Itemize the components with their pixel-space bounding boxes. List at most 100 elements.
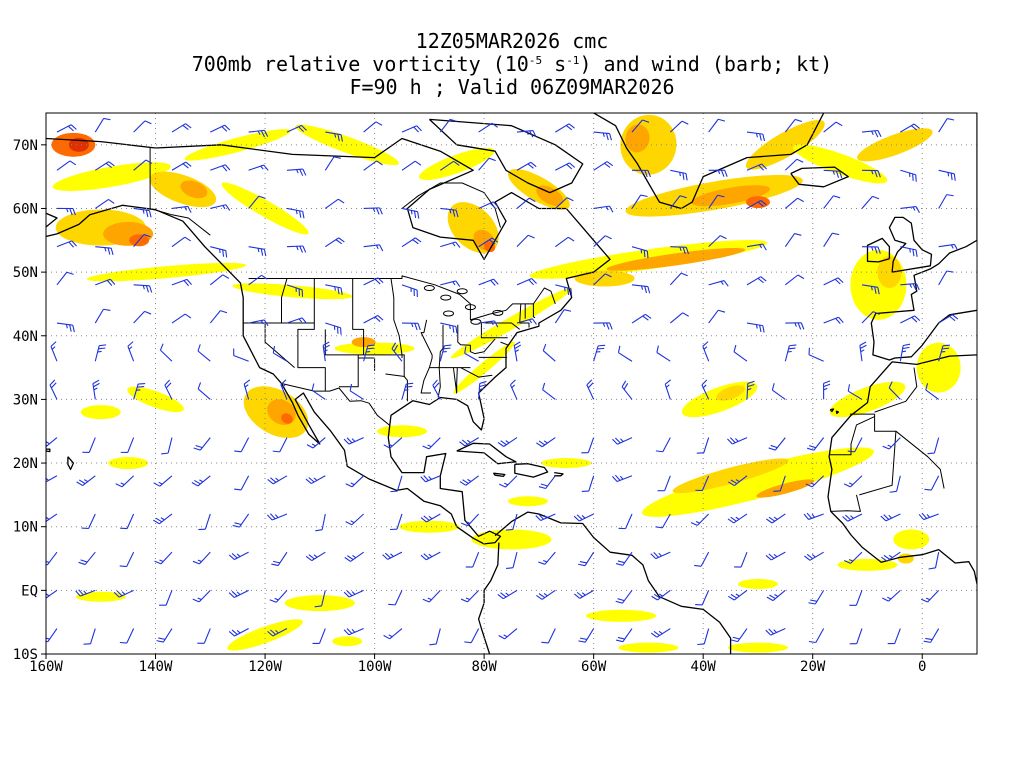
wind-barb: [420, 475, 441, 483]
wind-barb: [154, 551, 173, 565]
wind-barb: [478, 278, 499, 286]
wind-barb: [768, 437, 786, 451]
wind-barb: [593, 344, 606, 362]
wind-barb: [197, 628, 211, 644]
wind-barb: [573, 513, 594, 522]
wind-barb: [324, 198, 345, 209]
lon-tick-label: 80W: [471, 659, 497, 675]
latitude-axis: 70N 60N 50N 40N 30N 20N 10N EQ 10S: [13, 138, 46, 663]
wind-barb: [133, 382, 146, 400]
wind-barb: [631, 313, 652, 324]
wind-barb: [766, 513, 786, 524]
wind-barb: [823, 169, 843, 179]
wind-barb: [849, 590, 863, 606]
wind-barb: [923, 628, 940, 643]
wind-barb: [555, 284, 573, 296]
wind-barb: [133, 233, 151, 248]
wind-barb: [78, 551, 96, 566]
lat-tick-label: 60N: [13, 201, 38, 217]
wind-barb: [440, 322, 458, 334]
wind-barb: [803, 512, 824, 520]
wind-barb: [286, 245, 307, 253]
wind-barb: [286, 317, 307, 324]
wind-barb: [389, 513, 403, 531]
wind-barb: [708, 194, 725, 209]
wind-barb: [696, 437, 710, 454]
lon-tick-label: 120W: [248, 659, 282, 675]
wind-barb: [243, 379, 251, 400]
wind-barb: [593, 322, 613, 330]
wind-barb: [271, 551, 288, 567]
wind-barb: [440, 280, 461, 287]
wind-barb: [497, 437, 518, 447]
wind-barb: [650, 551, 671, 560]
wind-barb: [439, 160, 460, 171]
wind-barb: [322, 341, 330, 362]
wind-barb: [344, 551, 364, 562]
wind-barb: [861, 129, 882, 138]
wind-barb: [554, 236, 575, 248]
wind-barb: [516, 277, 537, 286]
wind-barb: [593, 161, 614, 171]
wind-barb: [657, 475, 671, 492]
wind-barb: [593, 205, 614, 213]
wind-barb: [728, 475, 748, 487]
wind-barb: [133, 207, 152, 218]
wind-barb: [153, 475, 173, 487]
wind-barb: [210, 164, 231, 172]
wind-barb: [773, 475, 786, 492]
wind-barb: [420, 551, 441, 561]
wind-barb: [56, 322, 75, 333]
wind-barb: [708, 169, 728, 177]
wind-barb: [164, 379, 173, 400]
wind-barb: [669, 120, 689, 133]
wind-barb: [920, 589, 940, 603]
wind-barb: [690, 513, 710, 526]
wind-barb: [708, 235, 727, 248]
wind-barb: [784, 158, 804, 171]
wind-barb: [593, 131, 613, 141]
wind-barb: [555, 123, 575, 133]
lon-tick-label: 160W: [29, 659, 63, 675]
wind-barb: [733, 344, 748, 362]
wind-barb: [505, 513, 518, 531]
wind-barb: [509, 379, 518, 400]
wind-barb: [516, 197, 536, 209]
wind-barb: [305, 551, 326, 562]
wind-barb: [267, 475, 288, 485]
wind-barb: [808, 590, 825, 605]
wind-barb: [267, 628, 288, 637]
wind-barb: [272, 437, 288, 453]
wind-barb: [56, 271, 74, 286]
wind-barb: [478, 201, 499, 209]
wind-barb: [388, 590, 403, 606]
title-line-3: F=90 h ; Valid 06Z09MAR2026: [349, 75, 675, 99]
wind-barb: [881, 551, 901, 562]
title-line-2: 700mb relative vorticity (10-5 s-1) and …: [191, 52, 833, 76]
wind-barb: [197, 344, 211, 362]
wind-barb: [272, 345, 288, 362]
wind-barb: [938, 270, 954, 286]
wind-barb: [478, 237, 499, 248]
wind-barb: [324, 156, 341, 171]
wind-barb: [478, 157, 496, 171]
wind-barb: [286, 168, 307, 176]
wind-barb: [785, 322, 805, 330]
wind-barb: [390, 475, 403, 493]
wind-barb: [900, 315, 921, 324]
wind-barb: [209, 274, 230, 286]
wind-barb: [192, 551, 211, 565]
wind-barb: [928, 552, 940, 570]
wind-barb: [631, 169, 651, 178]
lat-tick-label: 30N: [13, 392, 38, 408]
wind-barb: [95, 278, 116, 286]
wind-barb: [823, 195, 841, 209]
wind-barb: [611, 474, 633, 483]
wind-barb: [842, 513, 863, 522]
wind-barb: [861, 195, 880, 209]
wind-barb: [391, 342, 403, 362]
wind-barb: [83, 628, 96, 645]
wind-barb: [694, 551, 710, 567]
wind-barb: [586, 379, 595, 400]
wind-barb: [900, 282, 920, 291]
